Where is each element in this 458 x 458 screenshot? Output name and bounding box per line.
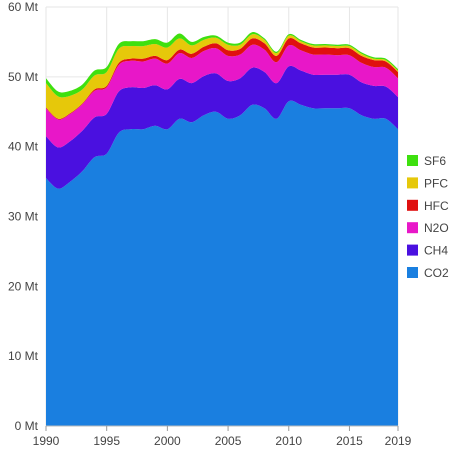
y-axis-ticks: 0 Mt 10 Mt 20 Mt 30 Mt 40 Mt 50 Mt 60 Mt [8,0,39,433]
area-co2 [46,100,398,426]
x-tick-label: 2010 [275,434,302,448]
y-tick-label: 30 Mt [8,210,39,224]
legend-item-ch4: CH4 [407,244,448,258]
y-tick-label: 0 Mt [15,419,39,433]
legend-label-co2: CO2 [424,266,449,280]
legend-item-n2o: N2O [407,221,449,235]
y-tick-label: 20 Mt [8,279,39,293]
x-tick-label: 2019 [385,434,412,448]
legend-label-n2o: N2O [424,221,449,235]
legend-label-ch4: CH4 [424,244,448,258]
legend-swatch-sf6 [407,155,418,166]
y-tick-label: 40 Mt [8,140,39,154]
legend-item-hfc: HFC [407,199,449,213]
x-tick-label: 2015 [336,434,363,448]
y-tick-label: 10 Mt [8,349,39,363]
x-tick-label: 2000 [154,434,181,448]
legend: SF6 PFC HFC N2O CH4 CO2 [407,154,449,280]
legend-swatch-hfc [407,199,418,211]
legend-label-sf6: SF6 [424,154,446,168]
legend-label-hfc: HFC [424,199,449,213]
x-tick-label: 1990 [33,434,60,448]
legend-swatch-ch4 [407,244,418,256]
legend-swatch-n2o [407,222,418,234]
area-pfc [46,34,398,119]
x-tick-label: 1995 [93,434,120,448]
x-tick-label: 2005 [215,434,242,448]
legend-item-sf6: SF6 [407,154,446,168]
x-axis-ticks: 1990 1995 2000 2005 2010 2015 2019 [33,426,412,448]
y-tick-label: 50 Mt [8,70,39,84]
legend-swatch-pfc [407,177,418,189]
legend-item-pfc: PFC [407,176,448,190]
y-tick-label: 60 Mt [8,0,39,14]
area-n2o [46,44,398,148]
area-ch4 [46,65,398,189]
chart-areas [46,32,398,426]
legend-label-pfc: PFC [424,176,448,190]
legend-swatch-co2 [407,267,418,278]
legend-item-co2: CO2 [407,266,449,280]
